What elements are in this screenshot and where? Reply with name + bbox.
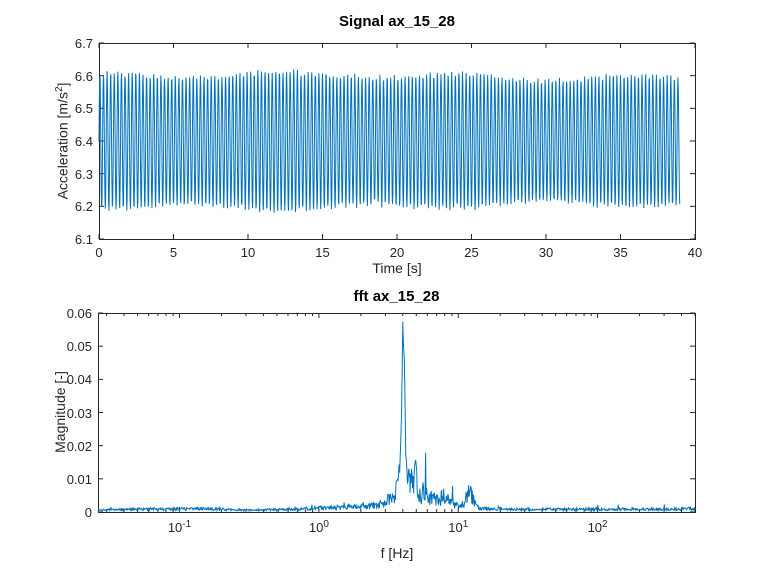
- signal-xtick-label: 0: [95, 245, 103, 260]
- fft-ytick-label: 0.06: [66, 306, 92, 321]
- signal-ytick-label: 6.1: [74, 232, 93, 247]
- signal-ytick-label: 6.3: [74, 166, 93, 182]
- fft-ytick-label: 0.02: [66, 438, 92, 454]
- signal-ytick-label: 6.7: [74, 36, 93, 51]
- fft-ytick-label: 0: [84, 505, 92, 520]
- signal-xtick-label: 25: [464, 245, 479, 260]
- signal-plot-xlabel: Time [s]: [372, 260, 422, 276]
- fft-plot-title: fft ax_15_28: [353, 288, 440, 305]
- signal-ytick-label: 6.6: [74, 68, 93, 84]
- fft-plot-box: [98, 313, 696, 513]
- signal-plot-title: Signal ax_15_28: [339, 13, 455, 30]
- signal-xtick-label: 10: [240, 245, 256, 260]
- signal-ytick-label: 6.4: [74, 134, 93, 149]
- fft-xtick-label: 101: [448, 519, 469, 535]
- signal-ytick-label: 6.5: [74, 101, 93, 117]
- fft-xtick-label: 102: [587, 519, 608, 535]
- fft-xtick-label: 100: [308, 519, 329, 535]
- signal-xtick-label: 35: [613, 245, 628, 260]
- signal-trace: [98, 69, 681, 213]
- signal-xtick-label: 5: [169, 245, 178, 260]
- signal-xtick-label: 20: [389, 245, 405, 260]
- signal-xtick-label: 40: [687, 245, 703, 260]
- fft-ytick-label: 0.05: [66, 339, 92, 355]
- fft-xtick-label: 10-1: [167, 519, 192, 535]
- fft-ytick-label: 0.04: [66, 372, 92, 388]
- fft-ytick-label: 0.03: [66, 405, 92, 421]
- fft-ytick-label: 0.01: [66, 471, 92, 487]
- fft-plot-xlabel: f [Hz]: [380, 545, 414, 561]
- signal-ytick-label: 6.2: [74, 199, 93, 215]
- signal-xtick-label: 15: [315, 245, 330, 260]
- signal-xtick-label: 30: [538, 245, 554, 260]
- fft-trace: [97, 321, 696, 513]
